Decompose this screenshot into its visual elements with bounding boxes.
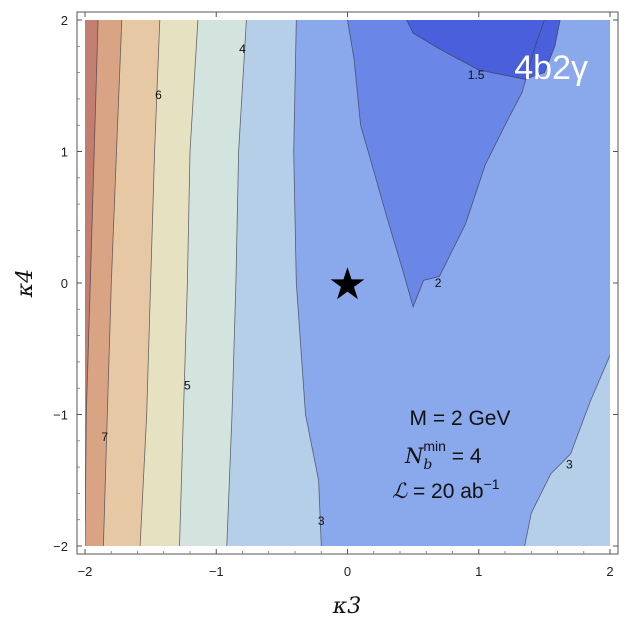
mass-annotation: M = 2 GeV bbox=[410, 407, 511, 430]
contour-line-7 bbox=[103, 20, 123, 546]
nb-superscript: min bbox=[423, 438, 446, 454]
lumi-symbol: ℒ bbox=[392, 479, 408, 503]
x-tick-label-1: −1 bbox=[209, 564, 224, 579]
axis-ticks: −2 −1 0 1 2 −2 −1 0 1 2 bbox=[53, 12, 618, 579]
nb-value: = 4 bbox=[446, 445, 482, 468]
x-tick-label-3: 1 bbox=[475, 564, 482, 579]
region-1p5-to-2 bbox=[347, 20, 545, 307]
region-above-8 bbox=[85, 20, 99, 546]
contour-label-0: 1.5 bbox=[468, 68, 485, 82]
x-tick-label-0: −2 bbox=[78, 564, 93, 579]
contour-label-2: 3 bbox=[318, 514, 325, 528]
nb-subscript: b bbox=[423, 457, 432, 473]
lumi-exponent: −1 bbox=[484, 476, 500, 492]
region-3-to-4-right bbox=[524, 355, 610, 546]
nb-symbol: N bbox=[404, 444, 424, 468]
contour-line-6 bbox=[139, 20, 161, 546]
contour-label-1: 2 bbox=[435, 276, 442, 290]
x-tick-label-4: 2 bbox=[606, 564, 613, 579]
contour-label-6: 6 bbox=[155, 88, 162, 102]
y-tick-label-4: 2 bbox=[61, 13, 68, 28]
y-axis-title: κ4 bbox=[13, 269, 38, 298]
contour-line-2 bbox=[293, 20, 322, 546]
contour-label-5: 5 bbox=[184, 379, 191, 393]
nb-annotation: Nb min = 4 bbox=[404, 438, 482, 473]
lumi-value: = 20 ab bbox=[407, 480, 483, 503]
x-tick-label-2: 0 bbox=[344, 564, 351, 579]
contour-regions bbox=[85, 20, 610, 546]
y-tick-label-2: 0 bbox=[61, 276, 68, 291]
y-tick-label-1: −1 bbox=[53, 408, 68, 423]
contour-label-3: 3 bbox=[566, 457, 573, 471]
contour-line-3 bbox=[524, 355, 610, 546]
contour-lines bbox=[85, 20, 610, 546]
x-axis-title: κ3 bbox=[332, 594, 361, 619]
contour-line-0 bbox=[406, 20, 561, 80]
contour-line-8 bbox=[85, 20, 99, 546]
marker-star: ★ bbox=[328, 260, 367, 309]
region-below-1p5 bbox=[406, 20, 561, 80]
contour-line-4 bbox=[226, 20, 247, 546]
channel-label: 4b2γ bbox=[514, 49, 588, 87]
contour-label-7: 7 bbox=[101, 430, 108, 444]
contour-label-4: 4 bbox=[239, 42, 246, 56]
lumi-annotation: ℒ = 20 ab−1 bbox=[392, 476, 500, 503]
contour-line-5 bbox=[179, 20, 199, 546]
y-tick-label-3: 1 bbox=[61, 145, 68, 160]
contour-line-1 bbox=[347, 20, 545, 308]
contour-labels: 1.5 2 3 3 4 5 6 7 bbox=[101, 42, 573, 528]
y-tick-label-0: −2 bbox=[53, 539, 68, 554]
